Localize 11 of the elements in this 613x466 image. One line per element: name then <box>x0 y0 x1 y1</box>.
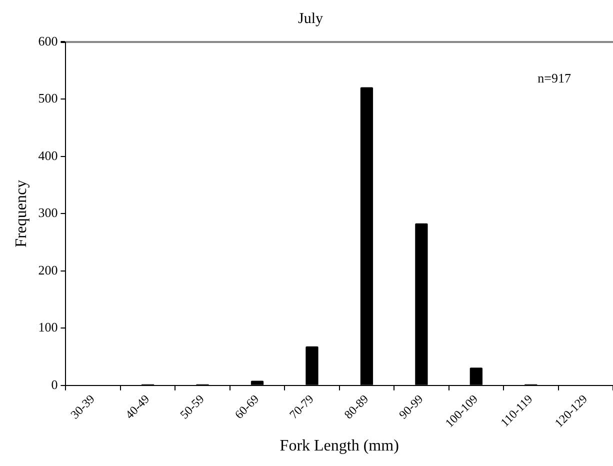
y-tick-label: 300 <box>38 205 58 220</box>
y-tick-label: 200 <box>38 262 58 278</box>
y-tick-label: 600 <box>38 33 58 48</box>
x-axis-title: Fork Length (mm) <box>280 438 399 455</box>
y-tick-label: 100 <box>38 320 58 335</box>
chart-title: July <box>298 10 324 27</box>
y-axis-title: Frequency <box>12 180 30 248</box>
y-tick-label: 0 <box>51 376 58 392</box>
y-tick-label: 400 <box>38 148 58 163</box>
annotation: n=917 <box>538 70 572 86</box>
y-tick-label: 500 <box>38 90 58 106</box>
